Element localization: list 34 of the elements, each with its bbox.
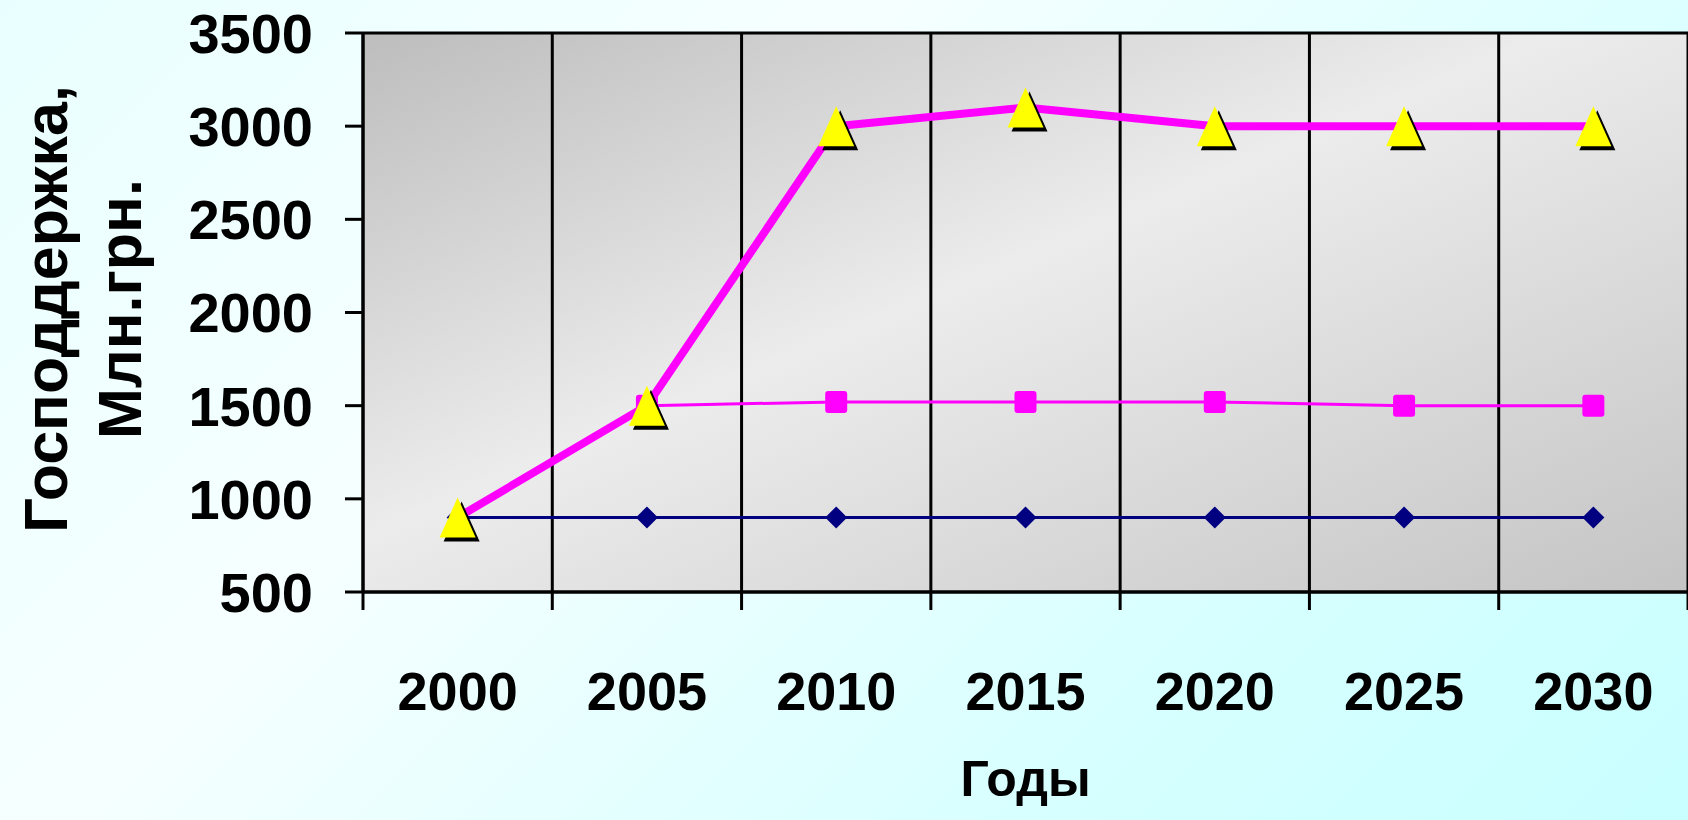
point [1014,506,1037,529]
point [1386,106,1423,147]
point [1014,390,1037,413]
x-tick-label: 2020 [1154,661,1275,721]
x-tick-label: 2025 [1344,661,1465,721]
y-tick-label: 1000 [188,467,313,531]
point [1582,506,1605,529]
point [818,106,855,147]
point [1393,506,1416,529]
point [1582,394,1605,417]
y-tick-label: 3000 [188,95,313,159]
point [1575,106,1612,147]
x-axis-title: Годы [960,751,1091,807]
x-tick-label: 2000 [397,661,518,721]
y-tick-label: 500 [219,560,313,624]
point [825,506,848,529]
point [1203,390,1226,413]
x-tick-label: 2015 [965,661,1086,721]
point [1007,87,1044,128]
y-tick-label: 1500 [188,374,313,438]
y-tick-label: 2000 [188,281,313,345]
x-tick-label: 2030 [1533,661,1654,721]
point [439,497,476,538]
point [628,385,665,426]
point [1203,506,1226,529]
point [635,506,658,529]
point [1196,106,1233,147]
point [1393,394,1416,417]
x-tick-label: 2010 [776,661,897,721]
x-tick-label: 2005 [586,661,707,721]
point [825,390,848,413]
y-tick-label: 2500 [188,188,313,252]
y-tick-label: 3500 [188,1,313,65]
y-axis-title: Господдержка, Млн.грн. [12,85,154,533]
